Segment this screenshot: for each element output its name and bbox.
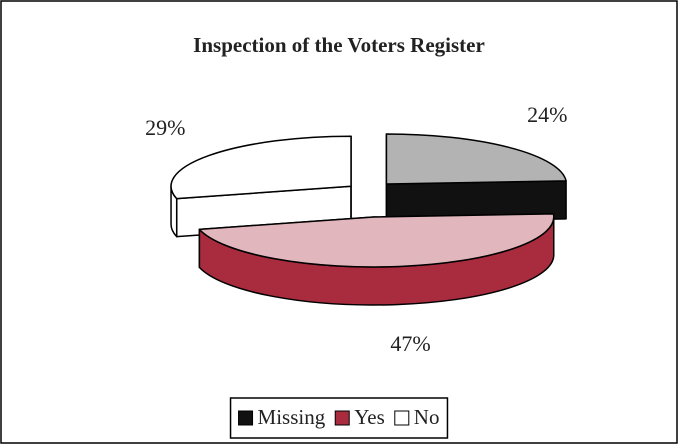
data-label: 24% [527, 102, 567, 127]
legend-swatch [334, 410, 350, 426]
data-label: 47% [390, 331, 430, 356]
data-label: 29% [145, 115, 185, 140]
chart-title: Inspection of the Voters Register [193, 33, 485, 57]
legend-swatch [394, 410, 410, 426]
legend-label: Yes [354, 405, 385, 429]
legend-label: No [414, 405, 440, 429]
slice [170, 135, 352, 200]
slice [198, 213, 555, 268]
pie: 24% 47% 29% [145, 102, 567, 356]
legend-label: Missing [258, 405, 326, 429]
legend: Missing Yes No [229, 397, 449, 439]
slice [385, 133, 567, 185]
legend-swatch [238, 410, 254, 426]
